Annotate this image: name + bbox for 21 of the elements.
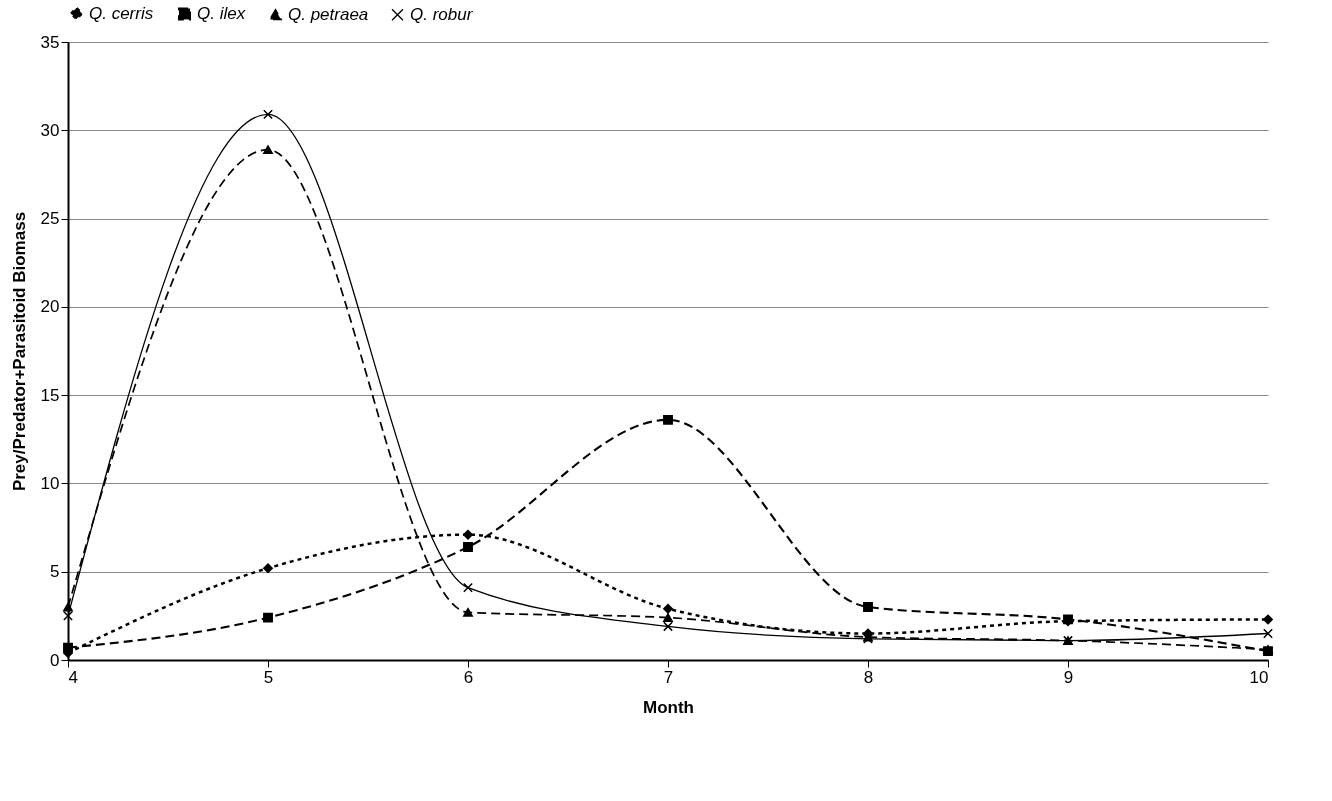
legend-label: Q. cerris: [89, 3, 154, 23]
y-tick-label: 25: [40, 209, 60, 229]
x-tick-label: 5: [263, 667, 274, 687]
legend-label: Q. ilex: [197, 3, 246, 23]
y-axis-title: Prey/Predator+Parasitoid Biomass: [9, 211, 29, 492]
x-tick-label: 4: [68, 667, 78, 687]
x-tick-label: 8: [863, 667, 874, 687]
y-tick-label: 30: [40, 120, 60, 140]
y-tick-label: 35: [40, 32, 60, 52]
x-tick-label: 6: [463, 667, 474, 687]
y-tick-label: 0: [50, 650, 60, 670]
y-tick-label: 5: [50, 562, 60, 582]
legend-label: Q. petraea: [288, 4, 369, 24]
y-tick-label: 10: [40, 473, 60, 493]
x-tick-label: 9: [1063, 667, 1074, 687]
x-tick-label: 10: [1249, 667, 1269, 687]
y-tick-label: 15: [40, 385, 60, 405]
y-tick-label: 20: [40, 297, 60, 317]
legend-label: Q. robur: [410, 4, 474, 24]
x-tick-label: 7: [663, 667, 674, 687]
x-axis-title: Month: [643, 697, 694, 717]
